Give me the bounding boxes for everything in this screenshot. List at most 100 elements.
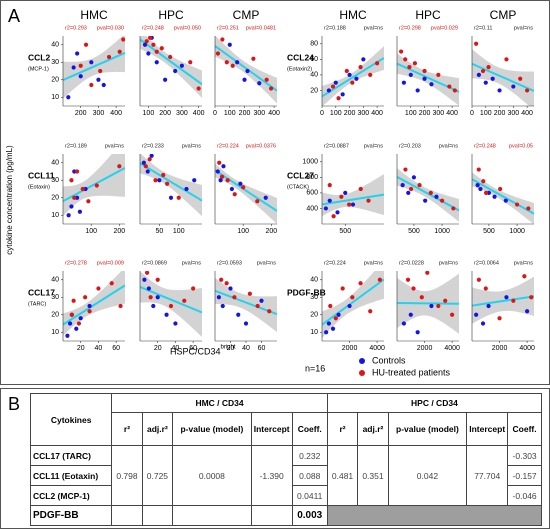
point [86, 199, 91, 204]
legend-label: Controls [372, 355, 406, 365]
point [486, 303, 491, 309]
point [228, 286, 233, 291]
point [161, 172, 166, 178]
point [146, 286, 151, 291]
point [347, 202, 352, 207]
point [236, 312, 241, 317]
row-sublabel: (MCP-1) [28, 66, 49, 72]
x-tick-label: 60 [258, 345, 266, 352]
point [69, 204, 74, 209]
x-tick-label: 4000 [519, 345, 535, 352]
fit-line [215, 45, 277, 92]
point [518, 76, 523, 81]
point [451, 206, 456, 211]
plot-area [140, 271, 202, 338]
x-tick-label: 400 [371, 110, 383, 117]
pval-label: pval=ns [257, 260, 276, 266]
point [173, 68, 178, 74]
point [165, 181, 170, 186]
x-tick-label: 200 [419, 110, 431, 117]
x-tick-label: 20 [77, 345, 85, 352]
x-tick-label: 400 [268, 110, 280, 117]
fit-line [63, 284, 125, 326]
r2-label: r2=0.224 [324, 260, 346, 266]
fit-line [140, 162, 202, 202]
point [419, 295, 424, 300]
point [366, 198, 371, 203]
point [154, 49, 159, 54]
point [101, 82, 106, 88]
pval-label: pval=ns [182, 260, 201, 266]
point [480, 68, 486, 74]
x-tick-label: 400 [193, 110, 205, 117]
point [490, 76, 495, 81]
x-tick-label: 200 [75, 110, 87, 117]
x-tick-label: 100 [405, 110, 417, 117]
pval-label: pval=ns [364, 143, 383, 149]
point [333, 316, 338, 321]
point [230, 63, 235, 68]
y-tick-label: 600 [306, 190, 318, 197]
point [401, 80, 406, 85]
x-tick-label: 400 [110, 110, 122, 117]
point [403, 57, 408, 62]
column-title: CMP [490, 8, 517, 22]
x-tick-label: 50 [155, 228, 163, 235]
point [324, 330, 329, 335]
confidence-band [397, 168, 459, 222]
point [87, 309, 92, 314]
point [336, 312, 341, 317]
point [452, 88, 457, 93]
point [443, 298, 448, 303]
x-tick-label: 0 [213, 110, 217, 117]
point [399, 49, 404, 54]
point [368, 309, 373, 314]
point [476, 72, 481, 77]
point [229, 186, 235, 192]
point [406, 190, 411, 195]
point [77, 209, 83, 214]
point [474, 312, 479, 317]
row-sublabel: (Eotaxin2) [287, 66, 312, 72]
row-label: CCL24 [287, 52, 314, 62]
x-tick-label: 40 [242, 345, 250, 352]
fit-line [140, 38, 202, 86]
row-name: CCL2 (MCP-1) [29, 485, 113, 506]
cell: 0.481 [326, 445, 359, 506]
point [328, 303, 333, 309]
pval-label: pval=0.029 [431, 25, 458, 31]
point [72, 195, 77, 200]
fit-line [215, 169, 277, 212]
point [87, 303, 92, 309]
point [196, 86, 201, 91]
n-note: n=16 [305, 363, 325, 373]
fit-line [322, 278, 384, 326]
confidence-band [322, 174, 384, 217]
point [76, 321, 82, 326]
x-tick-label: 60 [189, 345, 197, 352]
point [255, 199, 260, 204]
pval-label: pval=ns [439, 143, 458, 149]
pval-label: pval=ns [364, 25, 383, 31]
plot-area [397, 49, 459, 106]
point [436, 72, 441, 77]
x-tick-label: 2000 [342, 345, 358, 352]
point [268, 86, 274, 91]
point [347, 303, 352, 309]
point [475, 183, 480, 188]
point [358, 281, 363, 286]
point [408, 186, 414, 192]
point [350, 295, 355, 300]
x-tick-label: 100 [143, 110, 155, 117]
point [483, 190, 489, 195]
point [522, 274, 527, 279]
plot-area [322, 271, 384, 339]
confidence-band [63, 271, 125, 336]
point [326, 88, 331, 93]
point [447, 84, 452, 89]
point [428, 190, 433, 195]
point [69, 312, 74, 317]
column-title: HMC [339, 8, 367, 22]
point [504, 295, 509, 300]
point [263, 195, 268, 200]
